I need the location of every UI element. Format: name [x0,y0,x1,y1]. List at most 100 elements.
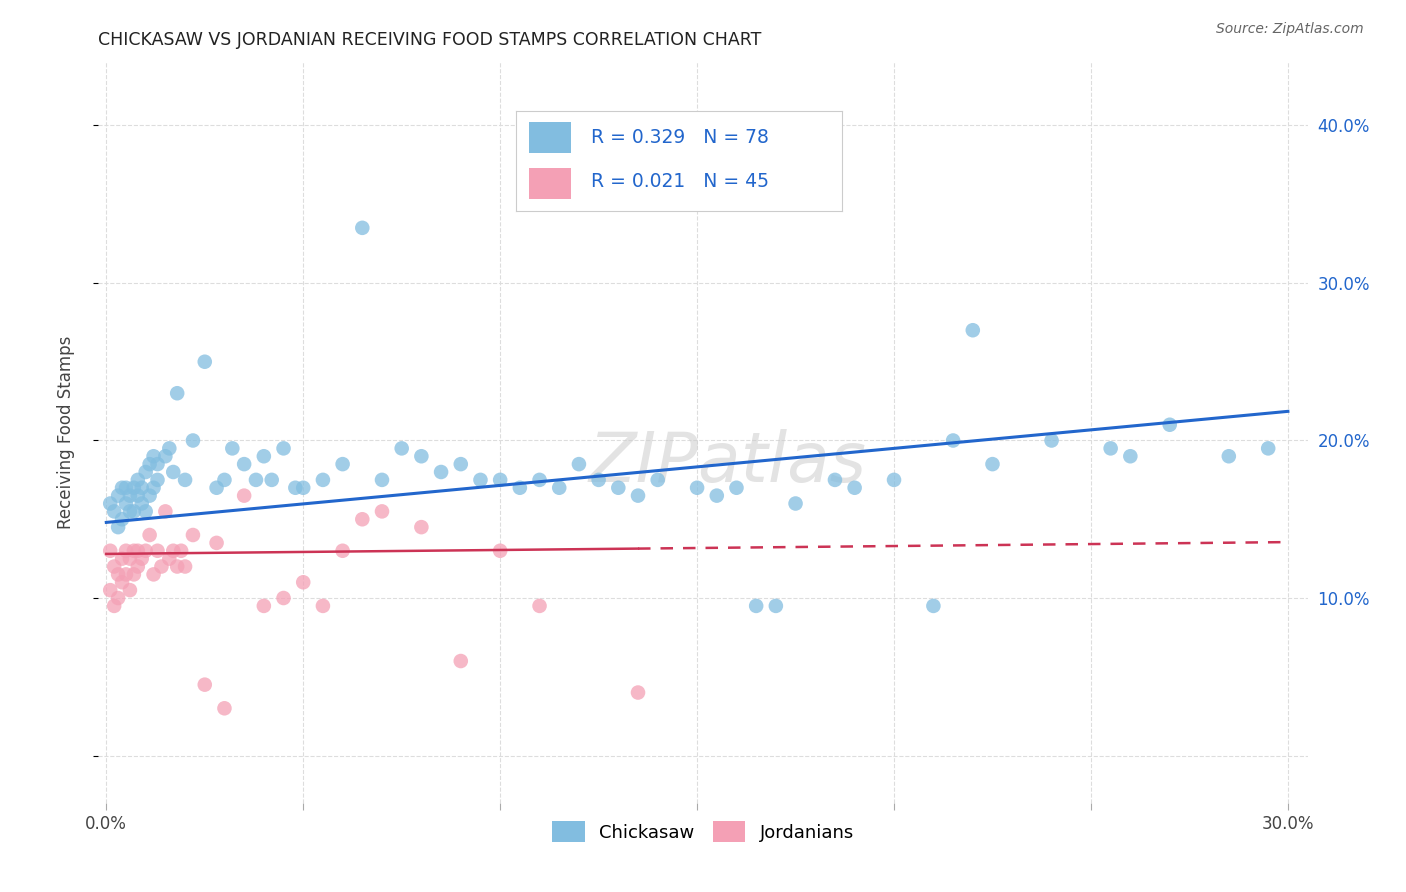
Point [1159,417,1181,432]
Point [1218,449,1240,463]
Point [430,465,453,479]
Point [548,481,571,495]
Point [118,551,141,566]
Point [489,543,512,558]
Point [450,654,472,668]
Point [233,489,256,503]
Point [352,512,374,526]
Point [103,559,125,574]
Point [103,599,125,613]
Point [111,575,134,590]
Y-axis label: Receiving Food Stamps: Receiving Food Stamps [56,336,75,529]
Point [142,449,165,463]
Point [588,473,610,487]
Point [568,457,591,471]
Point [122,567,145,582]
Point [122,481,145,495]
Point [115,496,138,510]
Point [131,551,153,566]
Point [111,551,134,566]
Point [127,543,149,558]
Point [607,481,630,495]
Point [174,473,197,487]
Point [411,449,433,463]
Point [942,434,965,448]
Point [205,536,228,550]
Point [273,442,295,456]
Point [146,457,169,471]
Point [706,489,728,503]
Point [107,591,129,605]
Point [627,489,650,503]
Point [529,473,551,487]
Point [135,465,157,479]
Point [146,543,169,558]
Point [118,504,141,518]
Point [194,355,217,369]
Point [157,551,180,566]
Legend: Chickasaw, Jordanians: Chickasaw, Jordanians [546,814,860,849]
Point [1040,434,1063,448]
Point [253,449,276,463]
Point [135,504,157,518]
Point [115,567,138,582]
Point [115,481,138,495]
Point [194,678,217,692]
Point [142,567,165,582]
Point [981,457,1004,471]
Point [312,473,335,487]
Point [352,220,374,235]
Point [725,481,748,495]
Point [162,543,184,558]
Point [157,442,180,456]
Point [162,465,184,479]
Point [312,599,335,613]
Point [745,599,768,613]
Point [765,599,787,613]
Point [103,504,125,518]
Point [529,599,551,613]
Point [127,489,149,503]
Point [111,481,134,495]
Point [273,591,295,605]
Point [883,473,905,487]
Point [785,496,807,510]
Point [292,575,315,590]
Point [107,520,129,534]
Point [181,434,204,448]
Point [411,520,433,534]
Point [509,481,531,495]
Point [922,599,945,613]
Point [824,473,846,487]
Point [138,489,160,503]
Point [181,528,204,542]
Point [98,496,121,510]
Point [170,543,193,558]
Point [332,543,354,558]
Point [155,449,177,463]
Point [107,567,129,582]
Point [166,386,188,401]
Point [98,583,121,598]
Point [142,481,165,495]
Text: ZIPatlas: ZIPatlas [588,429,866,496]
Point [118,489,141,503]
Point [470,473,492,487]
Point [118,583,141,598]
Point [166,559,188,574]
Point [253,599,276,613]
Text: Source: ZipAtlas.com: Source: ZipAtlas.com [1216,22,1364,37]
Point [205,481,228,495]
Point [292,481,315,495]
Point [111,512,134,526]
Point [214,473,236,487]
Point [127,559,149,574]
Point [391,442,413,456]
Point [122,543,145,558]
Point [115,543,138,558]
Text: CHICKASAW VS JORDANIAN RECEIVING FOOD STAMPS CORRELATION CHART: CHICKASAW VS JORDANIAN RECEIVING FOOD ST… [98,31,762,49]
Point [122,504,145,518]
Point [245,473,267,487]
Point [131,496,153,510]
Point [150,559,173,574]
